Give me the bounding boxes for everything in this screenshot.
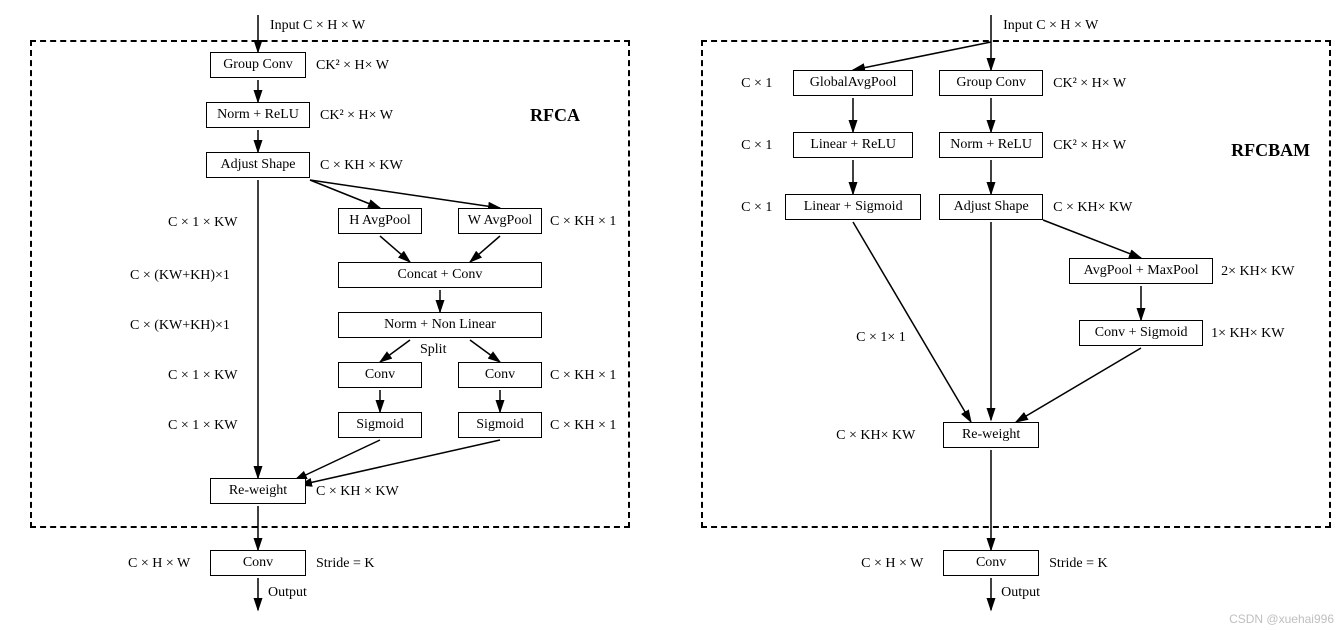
node-lin-relu: Linear + ReLU <box>793 132 913 158</box>
split-label: Split <box>420 342 446 358</box>
dim-group-conv: CK² × H× W <box>316 58 389 74</box>
node-conv-sig: Conv + Sigmoid <box>1079 320 1203 346</box>
node-conv-l: Conv <box>338 362 422 388</box>
node-lin-sig: Linear + Sigmoid <box>785 194 921 220</box>
dim-concat: C × (KW+KH)×1 <box>130 268 230 284</box>
dim-conv-r: C × KH × 1 <box>550 368 616 384</box>
input-label: Input C × H × W <box>1003 18 1098 34</box>
node-group-conv: Group Conv <box>939 70 1043 96</box>
node-conv-r: Conv <box>458 362 542 388</box>
dim-norm-relu: CK² × H× W <box>1053 138 1126 154</box>
node-concat-conv: Concat + Conv <box>338 262 542 288</box>
node-adjust-shape: Adjust Shape <box>206 152 310 178</box>
dim-lin-sig: C × 1 <box>741 200 772 216</box>
dim-reweight: C × KH × KW <box>316 484 399 500</box>
dim-sig-l: C × 1 × KW <box>168 418 237 434</box>
dim-sig-r: C × KH × 1 <box>550 418 616 434</box>
node-gap: GlobalAvgPool <box>793 70 913 96</box>
out-left-label: C × H × W <box>861 556 923 572</box>
dim-gap: C × 1 <box>741 76 772 92</box>
node-conv-out: Conv <box>943 550 1039 576</box>
dim-adjust-shape: C × KH × KW <box>320 158 403 174</box>
node-norm-nonlinear: Norm + Non Linear <box>338 312 542 338</box>
output-label: Output <box>1001 585 1040 601</box>
node-h-avgpool: H AvgPool <box>338 208 422 234</box>
dim-lin-relu: C × 1 <box>741 138 772 154</box>
dim-norm-nl: C × (KW+KH)×1 <box>130 318 230 334</box>
out-left-label: C × H × W <box>128 556 190 572</box>
dim-conv-sig: 1× KH× KW <box>1211 326 1284 342</box>
dim-w-avgpool: C × KH × 1 <box>550 214 616 230</box>
node-group-conv: Group Conv <box>210 52 306 78</box>
dim-norm-relu: CK² × H× W <box>320 108 393 124</box>
dim-conv-l: C × 1 × KW <box>168 368 237 384</box>
dim-reweight: C × KH× KW <box>836 428 915 444</box>
dim-avgmax: 2× KH× KW <box>1221 264 1294 280</box>
node-conv-out: Conv <box>210 550 306 576</box>
node-norm-relu: Norm + ReLU <box>939 132 1043 158</box>
dashed-border <box>701 40 1331 528</box>
node-w-avgpool: W AvgPool <box>458 208 542 234</box>
panel-title: RFCA <box>530 105 580 126</box>
watermark: CSDN @xuehai996 <box>1229 612 1334 626</box>
node-avgmax: AvgPool + MaxPool <box>1069 258 1213 284</box>
dim-group-conv: CK² × H× W <box>1053 76 1126 92</box>
dim-adjust-shape: C × KH× KW <box>1053 200 1132 216</box>
panel-title: RFCBAM <box>1231 140 1310 161</box>
node-reweight: Re-weight <box>943 422 1039 448</box>
dim-lin-sig-out: C × 1× 1 <box>856 330 906 346</box>
dim-left-kw1: C × 1 × KW <box>168 215 237 231</box>
output-label: Output <box>268 585 307 601</box>
node-sigmoid-l: Sigmoid <box>338 412 422 438</box>
input-label: Input C × H × W <box>270 18 365 34</box>
panel-rfca: RFCA Input C × H × W Group Conv CK² × H×… <box>10 10 641 620</box>
out-right-label: Stride = K <box>1049 556 1107 572</box>
node-norm-relu: Norm + ReLU <box>206 102 310 128</box>
node-reweight: Re-weight <box>210 478 306 504</box>
node-adjust-shape: Adjust Shape <box>939 194 1043 220</box>
panel-rfcbam: RFCBAM Input C × H × W GlobalAvgPool C ×… <box>681 10 1332 620</box>
diagram-container: RFCA Input C × H × W Group Conv CK² × H×… <box>10 10 1332 620</box>
out-right-label: Stride = K <box>316 556 374 572</box>
node-sigmoid-r: Sigmoid <box>458 412 542 438</box>
